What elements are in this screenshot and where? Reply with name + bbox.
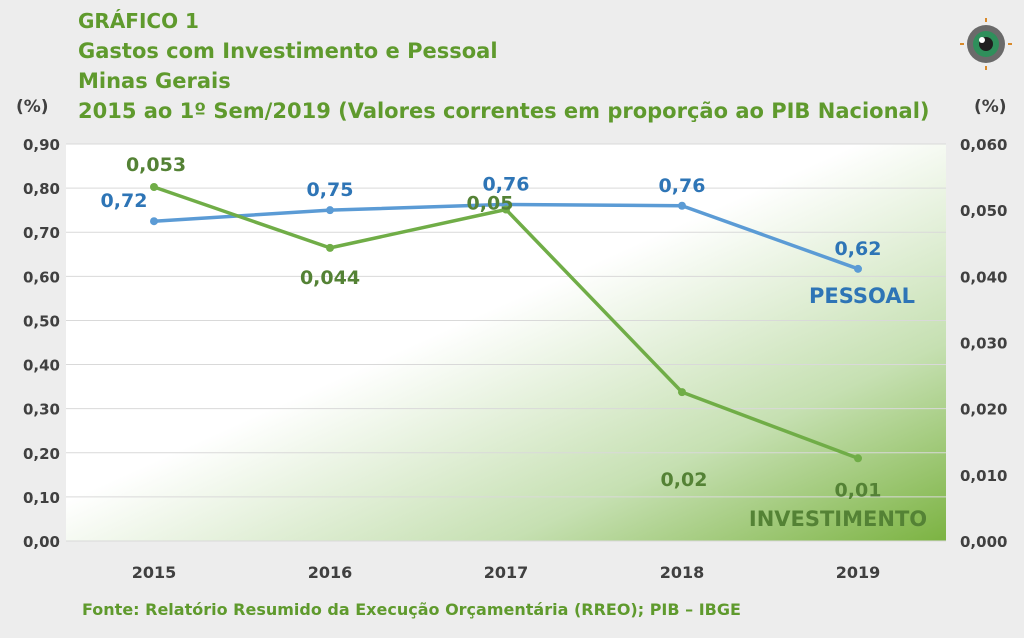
investimento-point (150, 183, 158, 192)
investimento-point (854, 454, 862, 463)
left-tick-label: 0,20 (23, 445, 60, 463)
investimento-data-label: 0,053 (126, 154, 186, 176)
left-tick-label: 0,90 (23, 136, 60, 154)
x-tick-label: 2019 (836, 563, 881, 582)
left-tick-label: 0,60 (23, 268, 60, 286)
investimento-data-label: 0,044 (300, 267, 360, 289)
pessoal-point (326, 206, 334, 215)
right-tick-label: 0,010 (960, 467, 1007, 485)
eye-target-icon (960, 18, 1012, 70)
chart-title-block: GRÁFICO 1 Gastos com Investimento e Pess… (78, 6, 929, 126)
left-tick-label: 0,40 (23, 357, 60, 375)
investimento-data-label: 0,02 (661, 469, 708, 491)
pessoal-data-label: 0,62 (835, 238, 882, 260)
pessoal-data-label: 0,76 (483, 173, 530, 195)
pessoal-data-label: 0,75 (307, 179, 354, 201)
left-axis-unit: (%) (16, 97, 49, 117)
pessoal-point (150, 217, 158, 226)
investimento-data-label: 0,05 (467, 193, 514, 215)
pessoal-point (678, 201, 686, 210)
chart-title-line3: Minas Gerais (78, 69, 231, 93)
right-tick-label: 0,040 (960, 268, 1007, 286)
right-tick-label: 0,030 (960, 335, 1007, 353)
left-tick-label: 0,10 (23, 489, 60, 507)
investimento-point (678, 388, 686, 397)
chart-title-line4: 2015 ao 1º Sem/2019 (Valores correntes e… (78, 99, 930, 123)
left-tick-label: 0,80 (23, 180, 60, 198)
right-tick-label: 0,050 (960, 202, 1007, 220)
right-tick-label: 0,060 (960, 136, 1007, 154)
source-note: Fonte: Relatório Resumido da Execução Or… (82, 600, 741, 619)
pessoal-series-label: PESSOAL (809, 284, 915, 308)
left-tick-label: 0,30 (23, 401, 60, 419)
investimento-series-label: INVESTIMENTO (749, 507, 927, 531)
x-tick-label: 2016 (308, 563, 353, 582)
investimento-data-label: 0,01 (835, 479, 882, 501)
left-tick-label: 0,50 (23, 312, 60, 330)
right-axis-unit: (%) (974, 97, 1007, 117)
x-tick-label: 2018 (660, 563, 705, 582)
pessoal-point (854, 264, 862, 273)
pessoal-data-label: 0,76 (659, 175, 706, 197)
right-tick-label: 0,020 (960, 401, 1007, 419)
grid-lines (66, 143, 946, 542)
left-tick-label: 0,70 (23, 224, 60, 242)
x-tick-label: 2015 (132, 563, 177, 582)
investimento-point (502, 205, 510, 214)
pessoal-data-label: 0,72 (101, 190, 148, 212)
investimento-point (326, 243, 334, 252)
series-group: 0,72 0,75 0,76 0,76 0,62 PESSOAL 0,053 0,044 0,0… (101, 154, 928, 531)
right-tick-label: 0,000 (960, 533, 1007, 551)
chart-title-line1: GRÁFICO 1 (78, 9, 199, 33)
tick-labels: 0,00 0,10 0,20 0,30 0,40 0,50 0,60 0,70 0,80 0,90… (16, 97, 1007, 582)
chart-title-line2: Gastos com Investimento e Pessoal (78, 39, 498, 63)
x-tick-label: 2017 (484, 563, 529, 582)
left-tick-label: 0,00 (23, 533, 60, 551)
